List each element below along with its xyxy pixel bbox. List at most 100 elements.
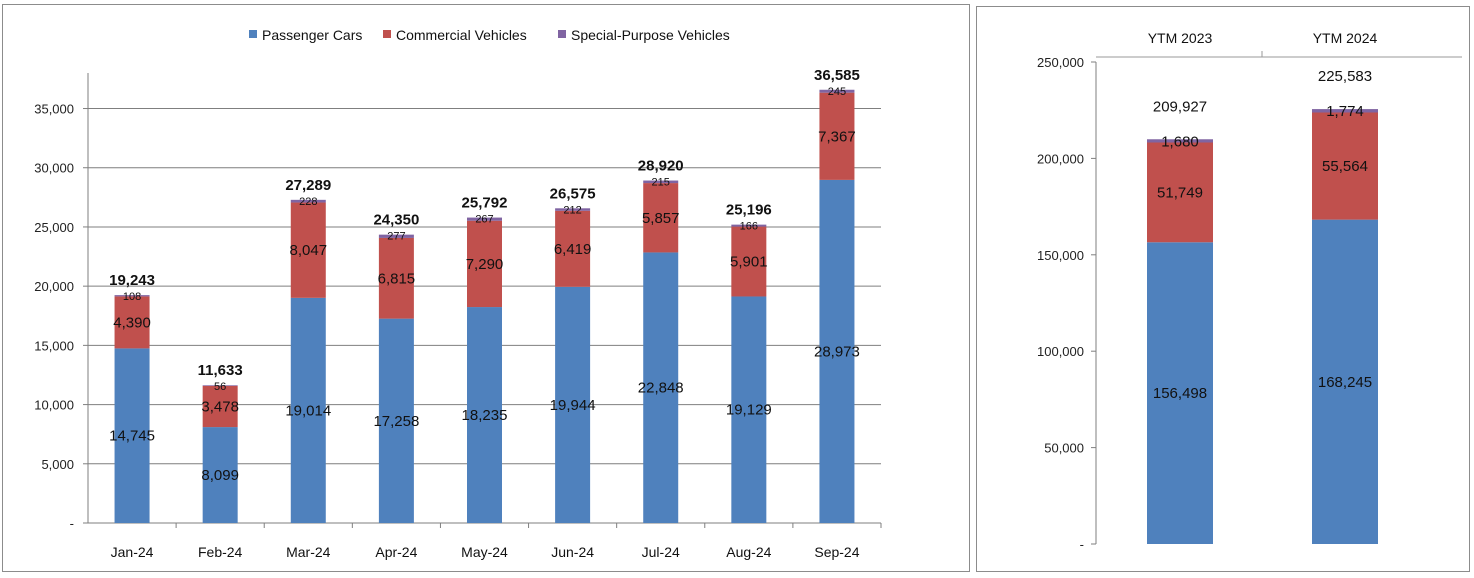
data-label-commercial-vehicles: 6,815	[378, 270, 416, 287]
y-tick-label: 250,000	[1037, 55, 1084, 70]
data-label-special-purpose-vehicles: 245	[828, 86, 846, 98]
data-label-passenger-cars: 14,745	[109, 428, 155, 445]
data-label-commercial-vehicles: 7,290	[466, 256, 504, 273]
total-label: 209,927	[1153, 98, 1207, 115]
y-tick-label: 50,000	[1044, 441, 1084, 456]
bar-segment-special-purpose-vehicles	[467, 217, 502, 221]
bar-segment-passenger-cars	[202, 427, 238, 523]
data-label-commercial-vehicles: 5,901	[730, 254, 768, 271]
data-label-special-purpose-vehicles: 1,774	[1326, 103, 1364, 120]
bar-segment-commercial-vehicles	[643, 183, 679, 253]
y-tick-label: 20,000	[34, 279, 74, 294]
legend-swatch	[558, 30, 566, 38]
x-category-label: Jul-24	[642, 544, 680, 560]
data-label-commercial-vehicles: 7,367	[818, 128, 856, 145]
bar-segment-passenger-cars	[114, 348, 150, 523]
bar-segment-special-purpose-vehicles	[643, 180, 679, 184]
data-label-passenger-cars: 17,258	[373, 413, 419, 430]
bar-segment-passenger-cars	[1312, 219, 1378, 544]
data-label-passenger-cars: 156,498	[1153, 385, 1207, 402]
data-label-passenger-cars: 18,235	[462, 407, 508, 424]
bar-segment-passenger-cars	[378, 318, 414, 523]
y-tick-label: 25,000	[34, 220, 74, 235]
ytm-chart-svg: - 50,000 100,000 150,000 200,000 250,000 156,4…	[1037, 30, 1462, 552]
bar-segment-commercial-vehicles	[467, 220, 502, 308]
bar-segment-commercial-vehicles	[202, 385, 238, 428]
total-label: 25,792	[462, 195, 508, 212]
bar-segment-special-purpose-vehicles	[1147, 139, 1213, 143]
total-label: 25,196	[726, 202, 772, 219]
x-category-label: Sep-24	[814, 544, 859, 560]
bar-segment-commercial-vehicles	[555, 210, 591, 287]
x-category-label: YTM 2023	[1148, 30, 1213, 46]
bar-segment-commercial-vehicles	[378, 237, 414, 319]
x-category-label: Feb-24	[198, 544, 243, 560]
data-label-commercial-vehicles: 8,047	[290, 242, 328, 259]
data-label-commercial-vehicles: 3,478	[201, 398, 239, 415]
y-tick-label: 30,000	[34, 161, 74, 176]
y-tick-label: 200,000	[1037, 151, 1084, 166]
x-category-label: Jun-24	[551, 544, 594, 560]
monthly-chart-panel: - 5,000 10,000 15,000 20,000 25,000 30,000 35,0…	[2, 4, 970, 572]
total-label: 19,243	[109, 272, 155, 289]
y-tick-label: -	[1080, 537, 1084, 552]
data-label-special-purpose-vehicles: 212	[563, 204, 581, 216]
data-label-special-purpose-vehicles: 1,680	[1161, 133, 1199, 150]
bar-segment-special-purpose-vehicles	[1312, 109, 1378, 113]
bar-segment-commercial-vehicles	[114, 296, 150, 349]
total-label: 36,585	[814, 67, 860, 84]
bar-segment-passenger-cars	[643, 252, 679, 523]
data-label-commercial-vehicles: 4,390	[113, 314, 151, 331]
bar-segment-commercial-vehicles	[731, 226, 767, 297]
bar-segment-passenger-cars	[555, 286, 591, 523]
total-label: 26,575	[550, 185, 596, 202]
data-label-passenger-cars: 168,245	[1318, 374, 1372, 391]
total-label: 28,920	[638, 158, 684, 175]
y-tick-label: 10,000	[34, 398, 74, 413]
total-label: 11,633	[198, 362, 243, 379]
bar-segment-commercial-vehicles	[1312, 112, 1378, 220]
data-label-commercial-vehicles: 55,564	[1322, 158, 1368, 175]
legend-swatch	[249, 30, 257, 38]
total-label: 27,289	[285, 177, 331, 194]
bar-segment-special-purpose-vehicles	[114, 295, 150, 297]
bar-segment-special-purpose-vehicles	[555, 208, 591, 211]
y-tick-label: 100,000	[1037, 344, 1084, 359]
data-label-commercial-vehicles: 6,419	[554, 241, 592, 258]
monthly-chart-svg: - 5,000 10,000 15,000 20,000 25,000 30,000 35,0…	[34, 27, 882, 560]
bar-segment-commercial-vehicles	[819, 92, 855, 180]
legend-swatch	[383, 30, 391, 38]
bar-segment-passenger-cars	[467, 307, 502, 523]
bar-segment-commercial-vehicles	[1147, 142, 1213, 243]
total-label: 24,350	[373, 212, 419, 229]
data-label-commercial-vehicles: 51,749	[1157, 184, 1203, 201]
x-category-label: Mar-24	[286, 544, 331, 560]
x-category-label: May-24	[461, 544, 508, 560]
bar-segment-special-purpose-vehicles	[819, 89, 855, 93]
ytm-chart-panel: - 50,000 100,000 150,000 200,000 250,000 156,4…	[976, 6, 1470, 572]
data-label-special-purpose-vehicles: 108	[123, 291, 141, 303]
total-label: 225,583	[1318, 68, 1372, 85]
bar-segment-passenger-cars	[1147, 242, 1213, 544]
x-category-label: YTM 2024	[1313, 30, 1378, 46]
data-label-passenger-cars: 22,848	[638, 380, 684, 397]
data-label-special-purpose-vehicles: 267	[475, 214, 493, 226]
y-tick-label: 5,000	[41, 457, 74, 472]
data-label-special-purpose-vehicles: 215	[652, 177, 670, 189]
bar-segment-special-purpose-vehicles	[378, 234, 414, 238]
bar-segment-special-purpose-vehicles	[290, 199, 326, 203]
data-label-special-purpose-vehicles: 56	[214, 381, 226, 393]
data-label-passenger-cars: 8,099	[201, 467, 239, 484]
data-label-passenger-cars: 19,944	[550, 397, 596, 414]
bar-segment-passenger-cars	[731, 296, 767, 523]
legend-label: Commercial Vehicles	[396, 27, 527, 43]
bar-segment-passenger-cars	[819, 179, 855, 523]
y-tick-label: 35,000	[34, 102, 74, 117]
x-category-label: Jan-24	[111, 544, 154, 560]
legend-label: Passenger Cars	[262, 27, 362, 43]
y-tick-label: 150,000	[1037, 248, 1084, 263]
data-label-special-purpose-vehicles: 228	[299, 196, 317, 208]
x-category-label: Aug-24	[726, 544, 771, 560]
bar-segment-commercial-vehicles	[290, 202, 326, 298]
bar-segment-special-purpose-vehicles	[202, 385, 238, 386]
